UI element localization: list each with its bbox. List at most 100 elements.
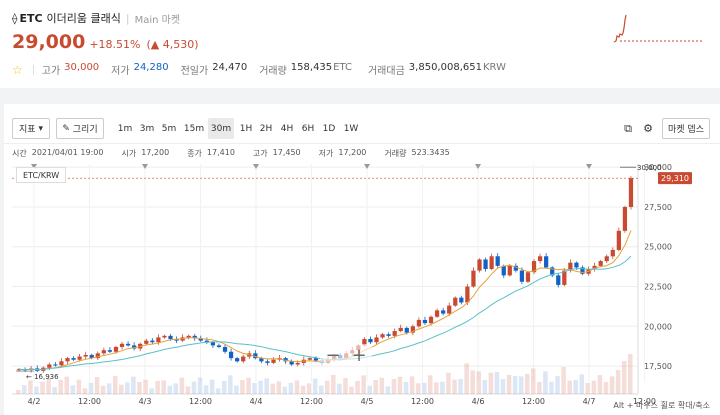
timeframe-4h[interactable]: 4H xyxy=(280,123,294,134)
x-tick-label: 4/7 xyxy=(583,397,596,406)
volume-bar xyxy=(567,380,572,394)
stat-volume: 거래량 158,435 ETC xyxy=(259,62,356,77)
zoom-in-button[interactable]: + xyxy=(351,344,367,366)
volume-bar xyxy=(306,383,312,394)
volume-bar xyxy=(464,363,469,394)
high-value-label: 30,000 xyxy=(637,164,662,172)
timeframe-1m[interactable]: 1m xyxy=(117,123,133,134)
x-tick-label: 4/3 xyxy=(139,397,152,406)
y-tick-label: 20,000 xyxy=(644,322,672,331)
candle-body xyxy=(465,286,470,303)
candle-body xyxy=(150,340,155,343)
favorite-star-icon[interactable]: ☆ xyxy=(12,62,23,77)
volume-bar xyxy=(58,379,63,394)
day-marker-icon xyxy=(475,164,481,169)
candle-body xyxy=(47,364,52,368)
timeframe-15m[interactable]: 15m xyxy=(183,123,205,134)
timeframe-2h[interactable]: 2H xyxy=(259,123,273,134)
draw-button[interactable]: ✎ 그리기 xyxy=(56,118,104,139)
day-marker-icon xyxy=(364,164,370,169)
volume-bar xyxy=(131,376,136,394)
volume-bar xyxy=(337,383,342,394)
x-tick-label: 12:00 xyxy=(78,397,101,406)
candle-body xyxy=(610,249,615,257)
popout-icon[interactable]: ⧉ xyxy=(624,121,632,135)
timeframe-1d[interactable]: 1D xyxy=(322,123,336,134)
indicator-button[interactable]: 지표 ▾ xyxy=(12,118,50,139)
stats-row: ☆ 고가 30,000 저가 24,280 전일가 24,470 거래량 158,435… xyxy=(12,62,522,77)
candle-body xyxy=(253,353,258,359)
volume-bar xyxy=(434,382,439,394)
candle-body xyxy=(477,259,482,271)
timeframe-1h[interactable]: 1H xyxy=(239,123,253,134)
timeframe-1w[interactable]: 1W xyxy=(343,123,359,134)
volume-bar xyxy=(597,375,603,394)
volume-bar xyxy=(531,368,536,394)
stat-low: 저가 24,280 xyxy=(111,62,168,77)
ohlc-close-label: 종가 xyxy=(187,149,202,158)
candle-body xyxy=(144,340,149,344)
volume-bar xyxy=(482,380,488,394)
market-depth-button[interactable]: 마켓 뎁스 xyxy=(662,118,710,139)
volume-bar xyxy=(488,372,494,394)
candle-body xyxy=(628,178,634,207)
candle-body xyxy=(519,270,525,282)
stat-low-value: 24,280 xyxy=(133,62,169,73)
day-marker-icon xyxy=(142,164,148,169)
volume-bar xyxy=(88,382,94,394)
gear-icon[interactable]: ⚙ xyxy=(643,122,653,135)
candle-body xyxy=(398,327,403,332)
timeframe-30m[interactable]: 30m xyxy=(208,118,234,139)
volume-bar xyxy=(355,381,360,394)
day-marker-icon xyxy=(31,164,37,169)
candle-body xyxy=(513,265,518,271)
candle-body xyxy=(113,346,119,352)
volume-bar xyxy=(270,383,276,394)
x-tick-label: 12:00 xyxy=(300,397,323,406)
volume-bar xyxy=(22,385,27,394)
candle-body xyxy=(616,230,621,250)
market-label: Main 마켓 xyxy=(134,14,181,26)
zoom-out-button[interactable]: − xyxy=(325,344,341,366)
volume-bar xyxy=(222,381,227,394)
volume-bar xyxy=(276,381,282,394)
price-row: 29,000 +18.51% (▲ 4,530) xyxy=(12,31,199,53)
candlestick-chart[interactable]: 17,500 20,000 22,500 25,000 27,500 30,000 4/2 1… xyxy=(4,160,720,412)
volume-bar xyxy=(282,386,288,394)
volume-bar xyxy=(421,382,427,394)
stat-prev-value: 24,470 xyxy=(212,62,248,73)
candle-body xyxy=(216,345,222,347)
volume-bar xyxy=(167,385,173,394)
candle-body xyxy=(453,297,458,306)
last-price-tag xyxy=(658,172,692,185)
volume-bar xyxy=(234,385,239,394)
candle-body xyxy=(568,262,573,271)
ohlc-close: 17,410 xyxy=(206,148,235,157)
volume-bar xyxy=(609,376,615,394)
volume-bar xyxy=(137,382,142,394)
candle-body xyxy=(592,265,597,270)
coin-name: 이더리움 클래식 xyxy=(46,12,121,25)
ohlc-low: 17,200 xyxy=(338,148,367,157)
candle-body xyxy=(580,267,585,274)
volume-bar xyxy=(391,379,397,394)
volume-bar xyxy=(197,377,203,394)
volume-bar xyxy=(379,377,385,394)
timeframe-3m[interactable]: 3m xyxy=(139,123,155,134)
candle-body xyxy=(544,256,549,268)
volume-bar xyxy=(40,381,45,394)
timeframe-6h[interactable]: 6H xyxy=(301,123,315,134)
volume-bar xyxy=(46,377,51,394)
y-tick-label: 22,500 xyxy=(644,283,672,292)
volume-bar xyxy=(82,388,88,394)
volume-bar xyxy=(518,376,524,394)
y-tick-label: 30,000 xyxy=(644,163,672,172)
candle-body xyxy=(204,340,209,343)
change-amount-value: 4,530 xyxy=(162,38,195,51)
volume-bar xyxy=(185,386,191,394)
timeframe-5m[interactable]: 5m xyxy=(161,123,177,134)
volume-bar xyxy=(615,370,621,394)
current-price: 29,000 xyxy=(12,31,86,53)
volume-bar xyxy=(397,376,403,394)
x-tick-label: 4/5 xyxy=(361,397,374,406)
